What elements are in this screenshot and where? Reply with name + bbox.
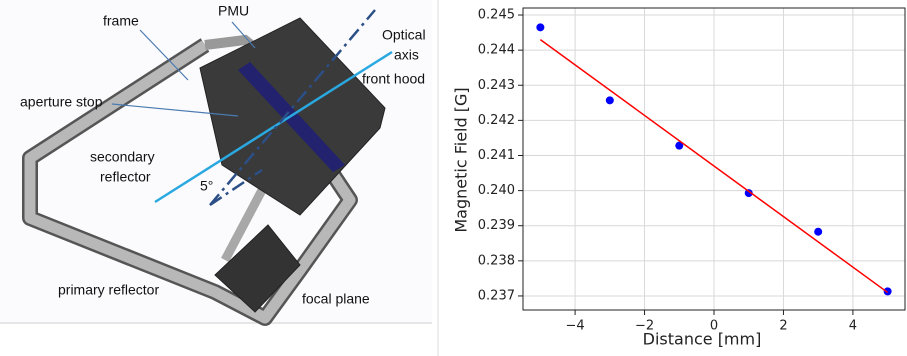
x-tick-label: −4: [566, 319, 585, 334]
y-tick-label: 0.241: [478, 148, 515, 163]
y-tick-label: 0.244: [478, 43, 515, 58]
page: frame PMU Optical axis front hood apertu…: [0, 0, 907, 356]
label: secondary: [90, 149, 155, 165]
x-tick-label: −2: [635, 319, 654, 334]
x-tick-label: 2: [779, 319, 787, 334]
label: aperture stop: [20, 94, 103, 110]
y-axis-label: Magnetic Field [G]: [452, 87, 471, 232]
x-tick-label: 0: [710, 319, 718, 334]
label: primary reflector: [58, 282, 159, 298]
y-tick-label: 0.245: [478, 8, 515, 23]
label: 5°: [200, 178, 213, 194]
y-tick-label: 0.242: [478, 113, 515, 128]
y-tick-label: 0.237: [478, 288, 515, 303]
label: PMU: [218, 3, 249, 19]
y-tick-label: 0.239: [478, 218, 515, 233]
chart: Distance [mm] Magnetic Field [G] 0.237 0.…: [440, 0, 907, 356]
label: reflector: [100, 169, 151, 185]
label: front hood: [362, 71, 425, 87]
point: [814, 228, 822, 236]
label: axis: [394, 47, 419, 63]
label: frame: [103, 13, 139, 29]
label: focal plane: [302, 291, 370, 307]
y-tick-label: 0.243: [478, 78, 515, 93]
y-tick-label: 0.240: [478, 183, 515, 198]
point: [884, 287, 892, 295]
label: Optical: [382, 27, 426, 43]
y-tick-label: 0.238: [478, 253, 515, 268]
x-axis-label: Distance [mm]: [643, 330, 762, 349]
diagram: frame PMU Optical axis front hood apertu…: [0, 0, 440, 356]
point: [606, 96, 614, 104]
x-tick-label: 4: [849, 319, 857, 334]
point: [536, 23, 544, 31]
